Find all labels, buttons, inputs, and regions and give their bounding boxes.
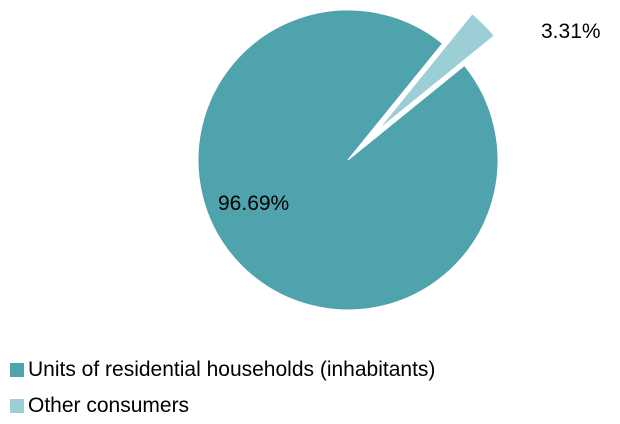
legend-swatch-other — [10, 399, 24, 413]
pie-slice-other — [377, 13, 495, 131]
legend-item-other: Other consumers — [10, 388, 435, 424]
pie-slices — [197, 9, 499, 311]
pie-slice-residential — [197, 9, 499, 311]
legend-swatch-residential — [10, 363, 24, 377]
slice-label-other: 3.31% — [541, 20, 601, 43]
legend-label-residential: Units of residential households (inhabit… — [28, 358, 436, 381]
legend: Units of residential households (inhabit… — [10, 352, 435, 424]
slice-labels: 96.69% 3.31% — [218, 20, 601, 215]
legend-item-residential: Units of residential households (inhabit… — [10, 352, 435, 388]
slice-label-residential: 96.69% — [218, 192, 289, 215]
legend-label-other: Other consumers — [28, 394, 190, 417]
